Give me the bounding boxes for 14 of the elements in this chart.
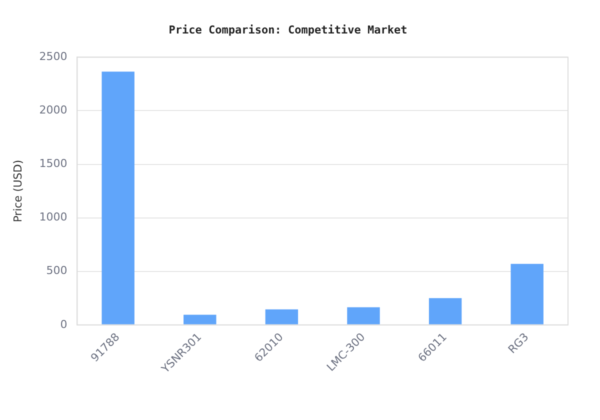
y-tick-label: 500 (46, 264, 68, 278)
bar (347, 307, 380, 324)
y-axis-title: Price (USD) (11, 160, 24, 222)
y-tick-label: 1500 (39, 157, 68, 170)
y-tick-label: 1000 (39, 210, 68, 224)
y-tick-label: 2500 (39, 50, 68, 64)
bar (428, 298, 462, 324)
y-tick-label: 2000 (39, 104, 68, 117)
bar (265, 309, 298, 324)
bar (102, 72, 134, 324)
y-tick-label: 0 (60, 318, 68, 331)
bar (184, 314, 216, 324)
chart-title: Price Comparison: Competitive Market (168, 23, 408, 36)
bar (510, 264, 544, 324)
